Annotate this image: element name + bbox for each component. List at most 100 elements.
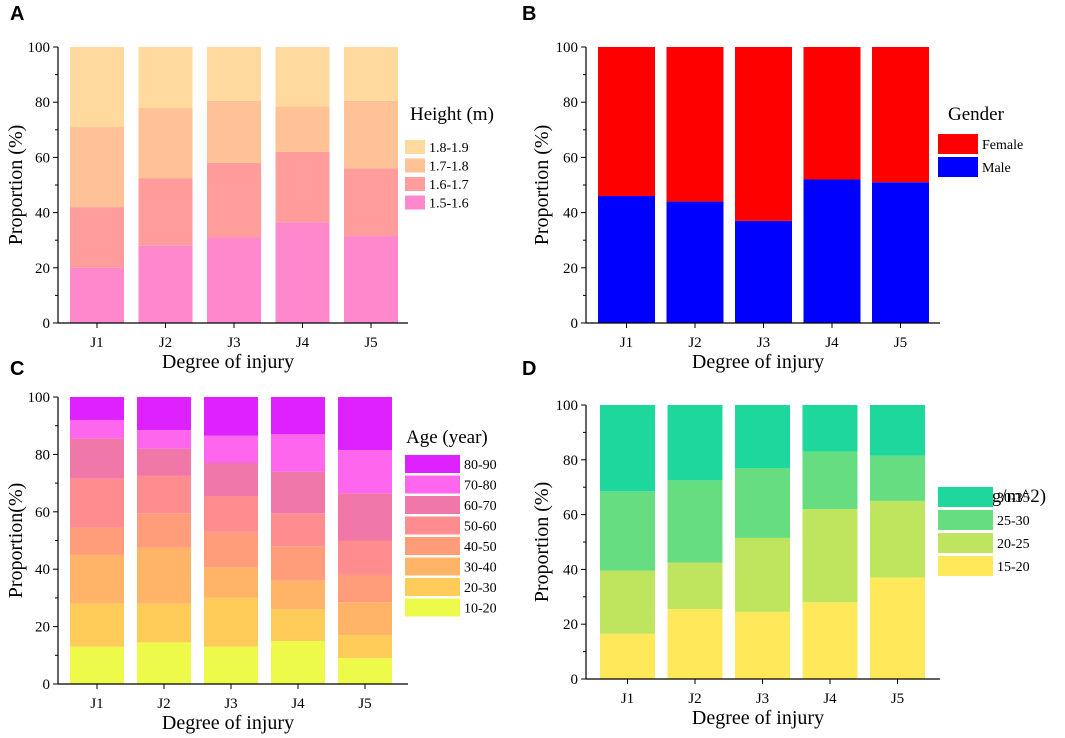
legend-label-1.7-1.8: 1.7-1.8 — [429, 160, 469, 175]
bar-j4-80-90 — [271, 397, 325, 435]
bar-j3-10-20 — [204, 646, 258, 684]
bar-j3-20-25 — [735, 537, 790, 612]
legend-title: Age (year) — [406, 427, 488, 448]
bar-j1-1.8-1.9 — [70, 47, 124, 128]
bar-j5-20-30 — [338, 635, 392, 659]
bars — [70, 47, 398, 323]
bar-j4-60-70 — [271, 471, 325, 514]
y-tick-label: 0 — [43, 677, 51, 693]
panel-b: B 0 20 40 60 80 100 J1 J2 J3 J4 J5 Degree of injury P… — [522, 3, 1023, 373]
x-axis-title: Degree of injury — [692, 351, 824, 373]
x-tick-label: J4 — [291, 696, 305, 712]
bar-j1-1.5-1.6 — [70, 267, 124, 323]
bar-j3-80-90 — [204, 397, 258, 436]
bar-j1-70-80 — [70, 419, 124, 439]
x-axis-title: Degree of injury — [692, 707, 824, 729]
y-tick-label: 100 — [28, 40, 51, 56]
bars — [598, 47, 929, 323]
bar-j4-20-30 — [271, 609, 325, 641]
legend-title: Gender — [948, 104, 1005, 125]
panel-letter: A — [10, 3, 24, 25]
y-tick-label: 100 — [556, 40, 579, 56]
x-tick-label: J2 — [688, 335, 701, 351]
x-axis-title: Degree of injury — [162, 712, 294, 734]
bar-j5-Female — [872, 47, 929, 183]
legend-swatch-1.8-1.9 — [405, 140, 425, 154]
bar-j1-25-30 — [600, 491, 655, 571]
bar-j3-1.5-1.6 — [207, 237, 261, 323]
bar-j2-Female — [666, 47, 724, 202]
bar-j2-Male — [666, 201, 724, 323]
panel-letter: B — [522, 3, 536, 25]
y-tick-label: 80 — [35, 447, 50, 463]
bar-j5-10-20 — [338, 658, 392, 684]
bar-j1-Male — [598, 196, 655, 323]
x-tick-label: J3 — [757, 335, 770, 351]
legend-swatch-25-30 — [938, 510, 993, 530]
bar-j2-30-40 — [137, 547, 191, 604]
bar-j5-1.6-1.7 — [344, 168, 398, 237]
x-tick-label: J4 — [296, 335, 310, 351]
legend-label-1.5-1.6: 1.5-1.6 — [429, 197, 469, 212]
bar-j4-1.7-1.8 — [275, 106, 330, 152]
legend-label-30-40: 30-40 — [464, 561, 497, 576]
y-tick-label: 40 — [563, 562, 578, 578]
x-tick-label: J2 — [688, 691, 701, 707]
y-tick-label: 60 — [563, 508, 578, 524]
y-tick-label: 60 — [563, 150, 578, 166]
bar-j3-30-40 — [204, 567, 258, 598]
bar-j3-1.6-1.7 — [207, 162, 261, 238]
bar-j5-60-70 — [338, 493, 392, 541]
legend-label-Female: Female — [982, 138, 1023, 153]
bar-j2-30-35 — [667, 405, 723, 481]
panel-letter: D — [522, 358, 536, 380]
bar-j3-40-50 — [204, 531, 258, 568]
legend-swatch-70-80 — [405, 475, 460, 494]
bar-j2-1.6-1.7 — [138, 178, 193, 246]
x-tick-label: J3 — [756, 691, 769, 707]
bar-j5-1.7-1.8 — [344, 100, 398, 169]
legend-label-1.8-1.9: 1.8-1.9 — [429, 141, 469, 156]
legend-swatch-30-35 — [938, 487, 993, 507]
bar-j2-15-20 — [667, 609, 723, 679]
x-tick-label: J1 — [620, 335, 633, 351]
legend-label-70-80: 70-80 — [464, 479, 497, 494]
x-tick-label: J5 — [364, 335, 377, 351]
bar-j3-70-80 — [204, 435, 258, 464]
bar-j2-80-90 — [137, 397, 191, 431]
y-tick-label: 80 — [35, 95, 50, 111]
x-tick-label: J5 — [894, 335, 907, 351]
bar-j5-80-90 — [338, 397, 392, 451]
bar-j4-15-20 — [802, 602, 858, 679]
bar-j3-1.8-1.9 — [207, 47, 261, 101]
bar-j4-10-20 — [271, 640, 325, 684]
bar-j5-Male — [872, 182, 929, 323]
bar-j4-25-30 — [802, 451, 858, 510]
bar-j5-70-80 — [338, 450, 392, 494]
bar-j5-20-25 — [870, 500, 925, 578]
legend-label-30-35: 30-35 — [997, 491, 1030, 506]
bar-j5-15-20 — [870, 577, 925, 679]
bar-j2-1.8-1.9 — [138, 47, 193, 108]
y-tick-label: 0 — [571, 672, 579, 688]
x-tick-label: J1 — [90, 335, 103, 351]
bar-j1-10-20 — [70, 646, 124, 684]
bar-j2-10-20 — [137, 642, 191, 684]
y-axis-title: Proportion (%) — [5, 125, 27, 246]
legend-swatch-30-40 — [405, 557, 460, 576]
legend-swatch-10-20 — [405, 598, 460, 617]
y-tick-label: 40 — [35, 562, 50, 578]
legend-label-25-30: 25-30 — [997, 514, 1030, 529]
legend-label-20-25: 20-25 — [997, 537, 1030, 552]
bar-j3-50-60 — [204, 496, 258, 532]
y-tick-label: 60 — [35, 505, 50, 521]
y-tick-label: 0 — [43, 316, 51, 332]
bar-j3-1.7-1.8 — [207, 100, 261, 163]
bar-j5-1.5-1.6 — [344, 236, 398, 323]
y-tick-label: 40 — [563, 206, 578, 222]
legend-swatch-1.5-1.6 — [405, 195, 425, 210]
bar-j1-40-50 — [70, 527, 124, 555]
bars — [600, 405, 925, 679]
